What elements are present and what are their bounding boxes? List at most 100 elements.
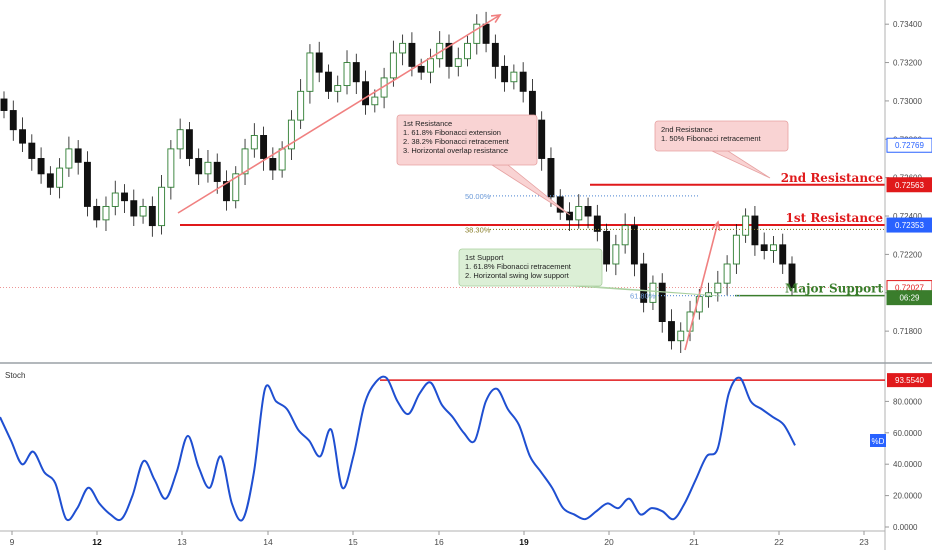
callout-line: 1. 50% Fibonacci retracement <box>661 134 762 143</box>
candle <box>28 142 36 159</box>
candle <box>46 173 54 188</box>
candle <box>102 205 110 221</box>
candle <box>83 161 91 207</box>
candle <box>260 135 268 159</box>
price-badge-text: 0.72769 <box>895 141 924 150</box>
candle <box>788 263 796 289</box>
callout-box <box>396 114 538 166</box>
stoch-tick-label: 0.0000 <box>893 523 918 532</box>
candle <box>464 42 471 60</box>
candle <box>491 42 499 67</box>
candle <box>566 211 573 221</box>
price-badge-text: 0.72563 <box>895 181 924 190</box>
percent-d-text: %D <box>872 437 885 446</box>
candle <box>204 161 212 175</box>
callout-pointer <box>711 150 771 179</box>
callout-box <box>458 248 603 287</box>
candle <box>269 158 277 171</box>
trend-arrows <box>177 14 721 351</box>
price-tick-label: 0.73200 <box>893 59 922 68</box>
stoch-line <box>0 375 796 522</box>
time-tick-label: 20 <box>604 537 614 547</box>
candle <box>371 96 379 106</box>
fib-label: 61.80% <box>630 292 656 301</box>
candle <box>19 129 26 144</box>
candle <box>232 173 240 202</box>
candle <box>93 205 101 221</box>
price-badge-text: 06:29 <box>899 294 920 303</box>
candle <box>37 158 45 175</box>
candle <box>408 42 416 67</box>
candle <box>742 215 750 236</box>
support-resistance-levels <box>0 183 885 297</box>
callout-line: 1. 61.8% Fibonacci extension <box>403 128 501 137</box>
time-tick-label: 13 <box>177 537 187 547</box>
candle <box>779 244 787 265</box>
candlestick-series <box>0 11 796 354</box>
time-axis[interactable]: 9 12 13 14 15 16 19 20 21 22 23 <box>10 531 869 547</box>
candle <box>723 263 731 284</box>
candle <box>213 161 221 182</box>
callout-pointer <box>490 164 571 216</box>
price-tick-label: 0.72200 <box>893 250 922 259</box>
price-badge <box>886 290 932 306</box>
level-labels: 2nd Resistance 1st Resistance Major Suppor… <box>781 171 884 296</box>
candle <box>454 58 462 67</box>
percent-d-badge <box>870 434 886 447</box>
price-badge <box>886 137 932 153</box>
candle <box>185 129 193 159</box>
fib-label: 50.00% <box>465 192 491 201</box>
price-badge <box>886 177 932 193</box>
candle <box>139 205 147 217</box>
candle <box>241 148 249 175</box>
candle <box>603 230 611 265</box>
candle <box>278 148 286 171</box>
stoch-level-line: 93.5540 <box>380 373 932 388</box>
candle <box>176 129 184 150</box>
candle <box>482 23 490 44</box>
stoch-tick-label: 20.0000 <box>893 492 922 501</box>
price-tick-label: 0.72400 <box>893 212 922 221</box>
trend-arrow-line <box>177 14 501 214</box>
candle <box>547 158 555 198</box>
stoch-tick-label: 60.0000 <box>893 429 922 438</box>
callout-box <box>654 120 789 152</box>
candle <box>121 192 128 202</box>
candle <box>630 225 638 265</box>
candle <box>658 282 666 322</box>
callout-line: 2. 38.2% Fibonacci retracement <box>403 137 510 146</box>
fib-label: 38.30% <box>465 225 491 234</box>
stoch-level-badge <box>887 373 932 388</box>
price-tick-label: 0.71800 <box>893 327 922 336</box>
candle <box>158 186 166 227</box>
time-tick-label: 16 <box>434 537 444 547</box>
fibonacci-levels: 50.00% 38.30% 61.80% <box>465 192 885 301</box>
trend-arrow-head <box>711 220 721 231</box>
candle <box>74 148 82 163</box>
candle <box>195 158 203 175</box>
candle <box>510 71 518 83</box>
candle <box>760 244 768 252</box>
candle <box>714 282 722 294</box>
candle <box>501 65 509 83</box>
stoch-axis[interactable]: 80.0000 60.0000 40.0000 20.0000 0.0000 %D <box>870 397 922 532</box>
trend-arrow-head <box>490 14 502 24</box>
price-badge-text: 0.72353 <box>895 221 924 230</box>
candle <box>287 119 295 150</box>
level-label: 1st Resistance <box>786 211 884 225</box>
candle <box>575 205 583 221</box>
callout-title: 1st Resistance <box>403 119 452 128</box>
callout-title: 1st Support <box>465 253 504 262</box>
time-tick-label: 15 <box>348 537 358 547</box>
candle <box>668 321 675 342</box>
candle <box>612 244 620 265</box>
stoch-level-text: 93.5540 <box>895 376 924 385</box>
price-badge-text: 0.72027 <box>895 284 924 293</box>
callout-line: 3. Horizontal overlap resistance <box>403 146 508 155</box>
time-tick-label: 19 <box>519 537 529 547</box>
candle <box>250 135 258 150</box>
callout-title: 2nd Resistance <box>661 125 713 134</box>
